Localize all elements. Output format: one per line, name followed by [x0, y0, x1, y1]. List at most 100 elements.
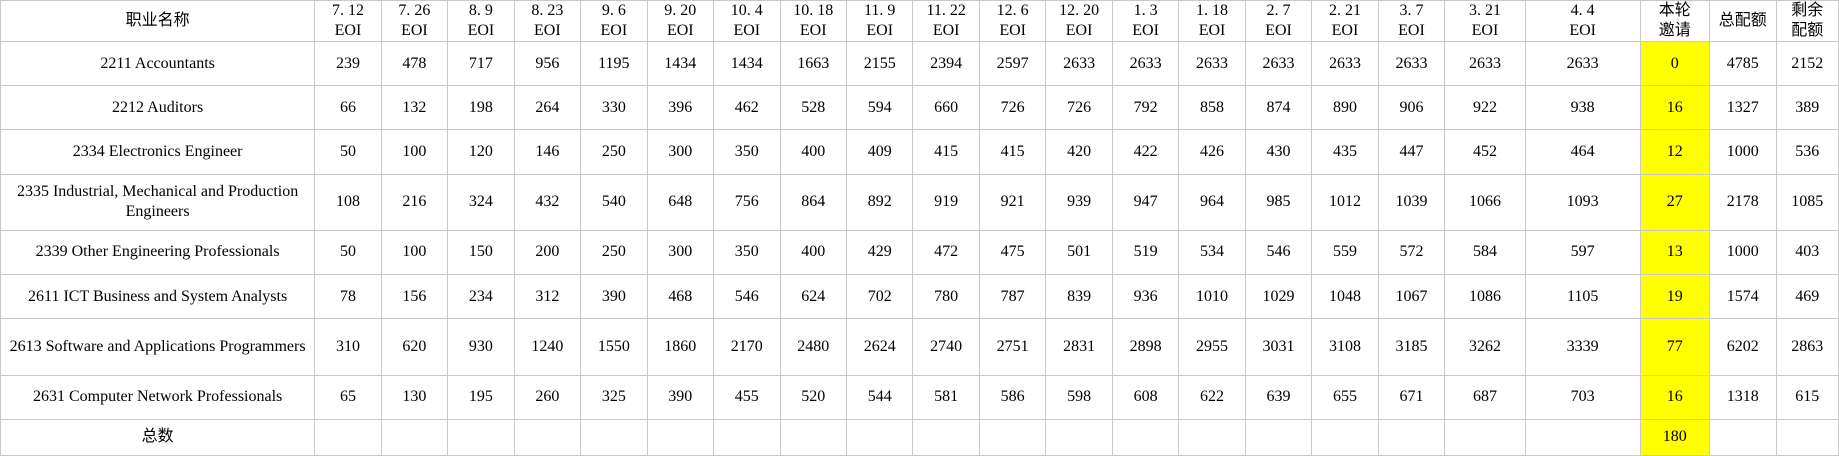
invite-count-cell: 16 — [1639, 85, 1711, 131]
empty-cell — [314, 418, 382, 456]
eoi-count-cell: 1086 — [1444, 274, 1526, 320]
eoi-count-cell: 648 — [646, 173, 715, 231]
eoi-date-header-cell: 7. 26 EOI — [380, 0, 449, 42]
eoi-count-cell: 2394 — [912, 40, 980, 87]
remaining-quota-cell: 2863 — [1775, 318, 1839, 376]
eoi-round-date: 7. 12 — [331, 2, 364, 19]
eoi-count-cell: 250 — [580, 129, 648, 175]
eoi-count-cell: 2155 — [845, 40, 914, 87]
empty-cell — [779, 418, 847, 456]
eoi-count-cell: 726 — [1045, 85, 1113, 131]
eoi-count-cell: 1029 — [1244, 274, 1313, 320]
empty-cell — [845, 418, 914, 456]
eoi-count-cell: 2597 — [978, 40, 1047, 87]
total-quota-cell: 6202 — [1709, 318, 1777, 376]
eoi-label: EOI — [733, 22, 761, 39]
eoi-date-header-cell: 1. 3 EOI — [1111, 0, 1180, 42]
eoi-count-cell: 2633 — [1111, 40, 1180, 87]
remaining-quota-header-cell: 剩余 配额 — [1775, 0, 1839, 42]
empty-cell — [1444, 418, 1526, 456]
eoi-round-date: 1. 18 — [1196, 2, 1229, 19]
eoi-count-cell: 100 — [380, 229, 449, 276]
empty-cell — [380, 418, 449, 456]
eoi-count-cell: 2633 — [1045, 40, 1113, 87]
eoi-count-cell: 239 — [314, 40, 382, 87]
remaining-quota-cell: 403 — [1775, 229, 1839, 276]
eoi-count-cell: 2633 — [1311, 40, 1379, 87]
eoi-count-cell: 390 — [646, 374, 715, 420]
eoi-count-cell: 864 — [779, 173, 847, 231]
eoi-count-cell: 396 — [646, 85, 715, 131]
empty-cell — [1311, 418, 1379, 456]
eoi-count-cell: 216 — [380, 173, 449, 231]
total-row: 总数 180 — [0, 418, 1839, 456]
empty-cell — [1524, 418, 1641, 456]
total-quota-cell: 4785 — [1709, 40, 1777, 87]
eoi-count-cell: 594 — [845, 85, 914, 131]
eoi-count-cell: 312 — [513, 274, 582, 320]
eoi-count-cell: 792 — [1111, 85, 1180, 131]
eoi-count-cell: 3262 — [1444, 318, 1526, 376]
eoi-label: EOI — [932, 22, 960, 39]
table-row: 2335 Industrial, Mechanical and Producti… — [0, 173, 1839, 231]
invite-count-cell: 16 — [1639, 374, 1711, 420]
eoi-count-cell: 581 — [912, 374, 980, 420]
eoi-count-cell: 198 — [447, 85, 515, 131]
eoi-count-cell: 930 — [447, 318, 515, 376]
eoi-count-cell: 2633 — [1444, 40, 1526, 87]
total-row-label: 总数 — [0, 418, 316, 456]
table-row: 2613 Software and Applications Programme… — [0, 318, 1839, 376]
eoi-round-date: 9. 6 — [601, 2, 626, 19]
empty-cell — [513, 418, 582, 456]
eoi-count-cell: 146 — [513, 129, 582, 175]
remaining-quota-cell: 2152 — [1775, 40, 1839, 87]
total-quota-cell: 1318 — [1709, 374, 1777, 420]
eoi-count-cell: 300 — [646, 229, 715, 276]
empty-cell — [1244, 418, 1313, 456]
eoi-round-date: 12. 6 — [996, 2, 1029, 19]
eoi-count-cell: 50 — [314, 229, 382, 276]
table-row: 2334 Electronics Engineer 50 100 120 146 250 3… — [0, 129, 1839, 175]
eoi-count-cell: 430 — [1244, 129, 1313, 175]
eoi-date-header-cell: 10. 18 EOI — [779, 0, 847, 42]
eoi-round-date: 2. 21 — [1328, 2, 1361, 19]
eoi-label: EOI — [1398, 22, 1425, 39]
eoi-count-cell: 922 — [1444, 85, 1526, 131]
eoi-count-cell: 468 — [646, 274, 715, 320]
eoi-label: EOI — [1569, 22, 1596, 39]
total-quota-header-cell: 总配额 — [1709, 0, 1777, 42]
eoi-count-cell: 264 — [513, 85, 582, 131]
table-row: 2339 Other Engineering Professionals 50 10… — [0, 229, 1839, 276]
eoi-count-cell: 858 — [1178, 85, 1246, 131]
occupation-header-cell: 职业名称 — [0, 0, 316, 42]
eoi-count-cell: 671 — [1377, 374, 1446, 420]
eoi-label: EOI — [600, 22, 628, 39]
eoi-date-header-cell: 11. 9 EOI — [845, 0, 914, 42]
eoi-label: EOI — [1065, 22, 1093, 39]
eoi-count-cell: 1093 — [1524, 173, 1641, 231]
table-row: 2212 Auditors 66 132 198 264 330 396 462 528 594 6… — [0, 85, 1839, 131]
total-quota-cell: 1000 — [1709, 229, 1777, 276]
eoi-round-date: 8. 9 — [468, 2, 493, 19]
eoi-count-cell: 501 — [1045, 229, 1113, 276]
invite-count-cell: 0 — [1639, 40, 1711, 87]
eoi-round-date: 10. 4 — [730, 2, 763, 19]
eoi-date-header-cell: 3. 7 EOI — [1377, 0, 1446, 42]
eoi-count-cell: 890 — [1311, 85, 1379, 131]
eoi-count-cell: 300 — [646, 129, 715, 175]
eoi-count-cell: 702 — [845, 274, 914, 320]
eoi-count-cell: 655 — [1311, 374, 1379, 420]
eoi-date-header-cell: 2. 21 EOI — [1311, 0, 1379, 42]
invite-count-cell: 19 — [1639, 274, 1711, 320]
eoi-count-cell: 985 — [1244, 173, 1313, 231]
eoi-count-cell: 2633 — [1244, 40, 1313, 87]
eoi-count-cell: 108 — [314, 173, 382, 231]
table-row: 2211 Accountants 239 478 717 956 1195 1434 1434… — [0, 40, 1839, 87]
eoi-date-header-cell: 8. 23 EOI — [513, 0, 582, 42]
eoi-round-date: 10. 18 — [793, 2, 834, 19]
header-row: 职业名称 7. 12 EOI 7. 26 EOI 8. 9 EOI 8. 23 EOI 9. 6 E… — [0, 0, 1839, 42]
eoi-date-header-cell: 4. 4 EOI — [1524, 0, 1641, 42]
eoi-count-cell: 1550 — [580, 318, 648, 376]
eoi-count-cell: 756 — [713, 173, 781, 231]
